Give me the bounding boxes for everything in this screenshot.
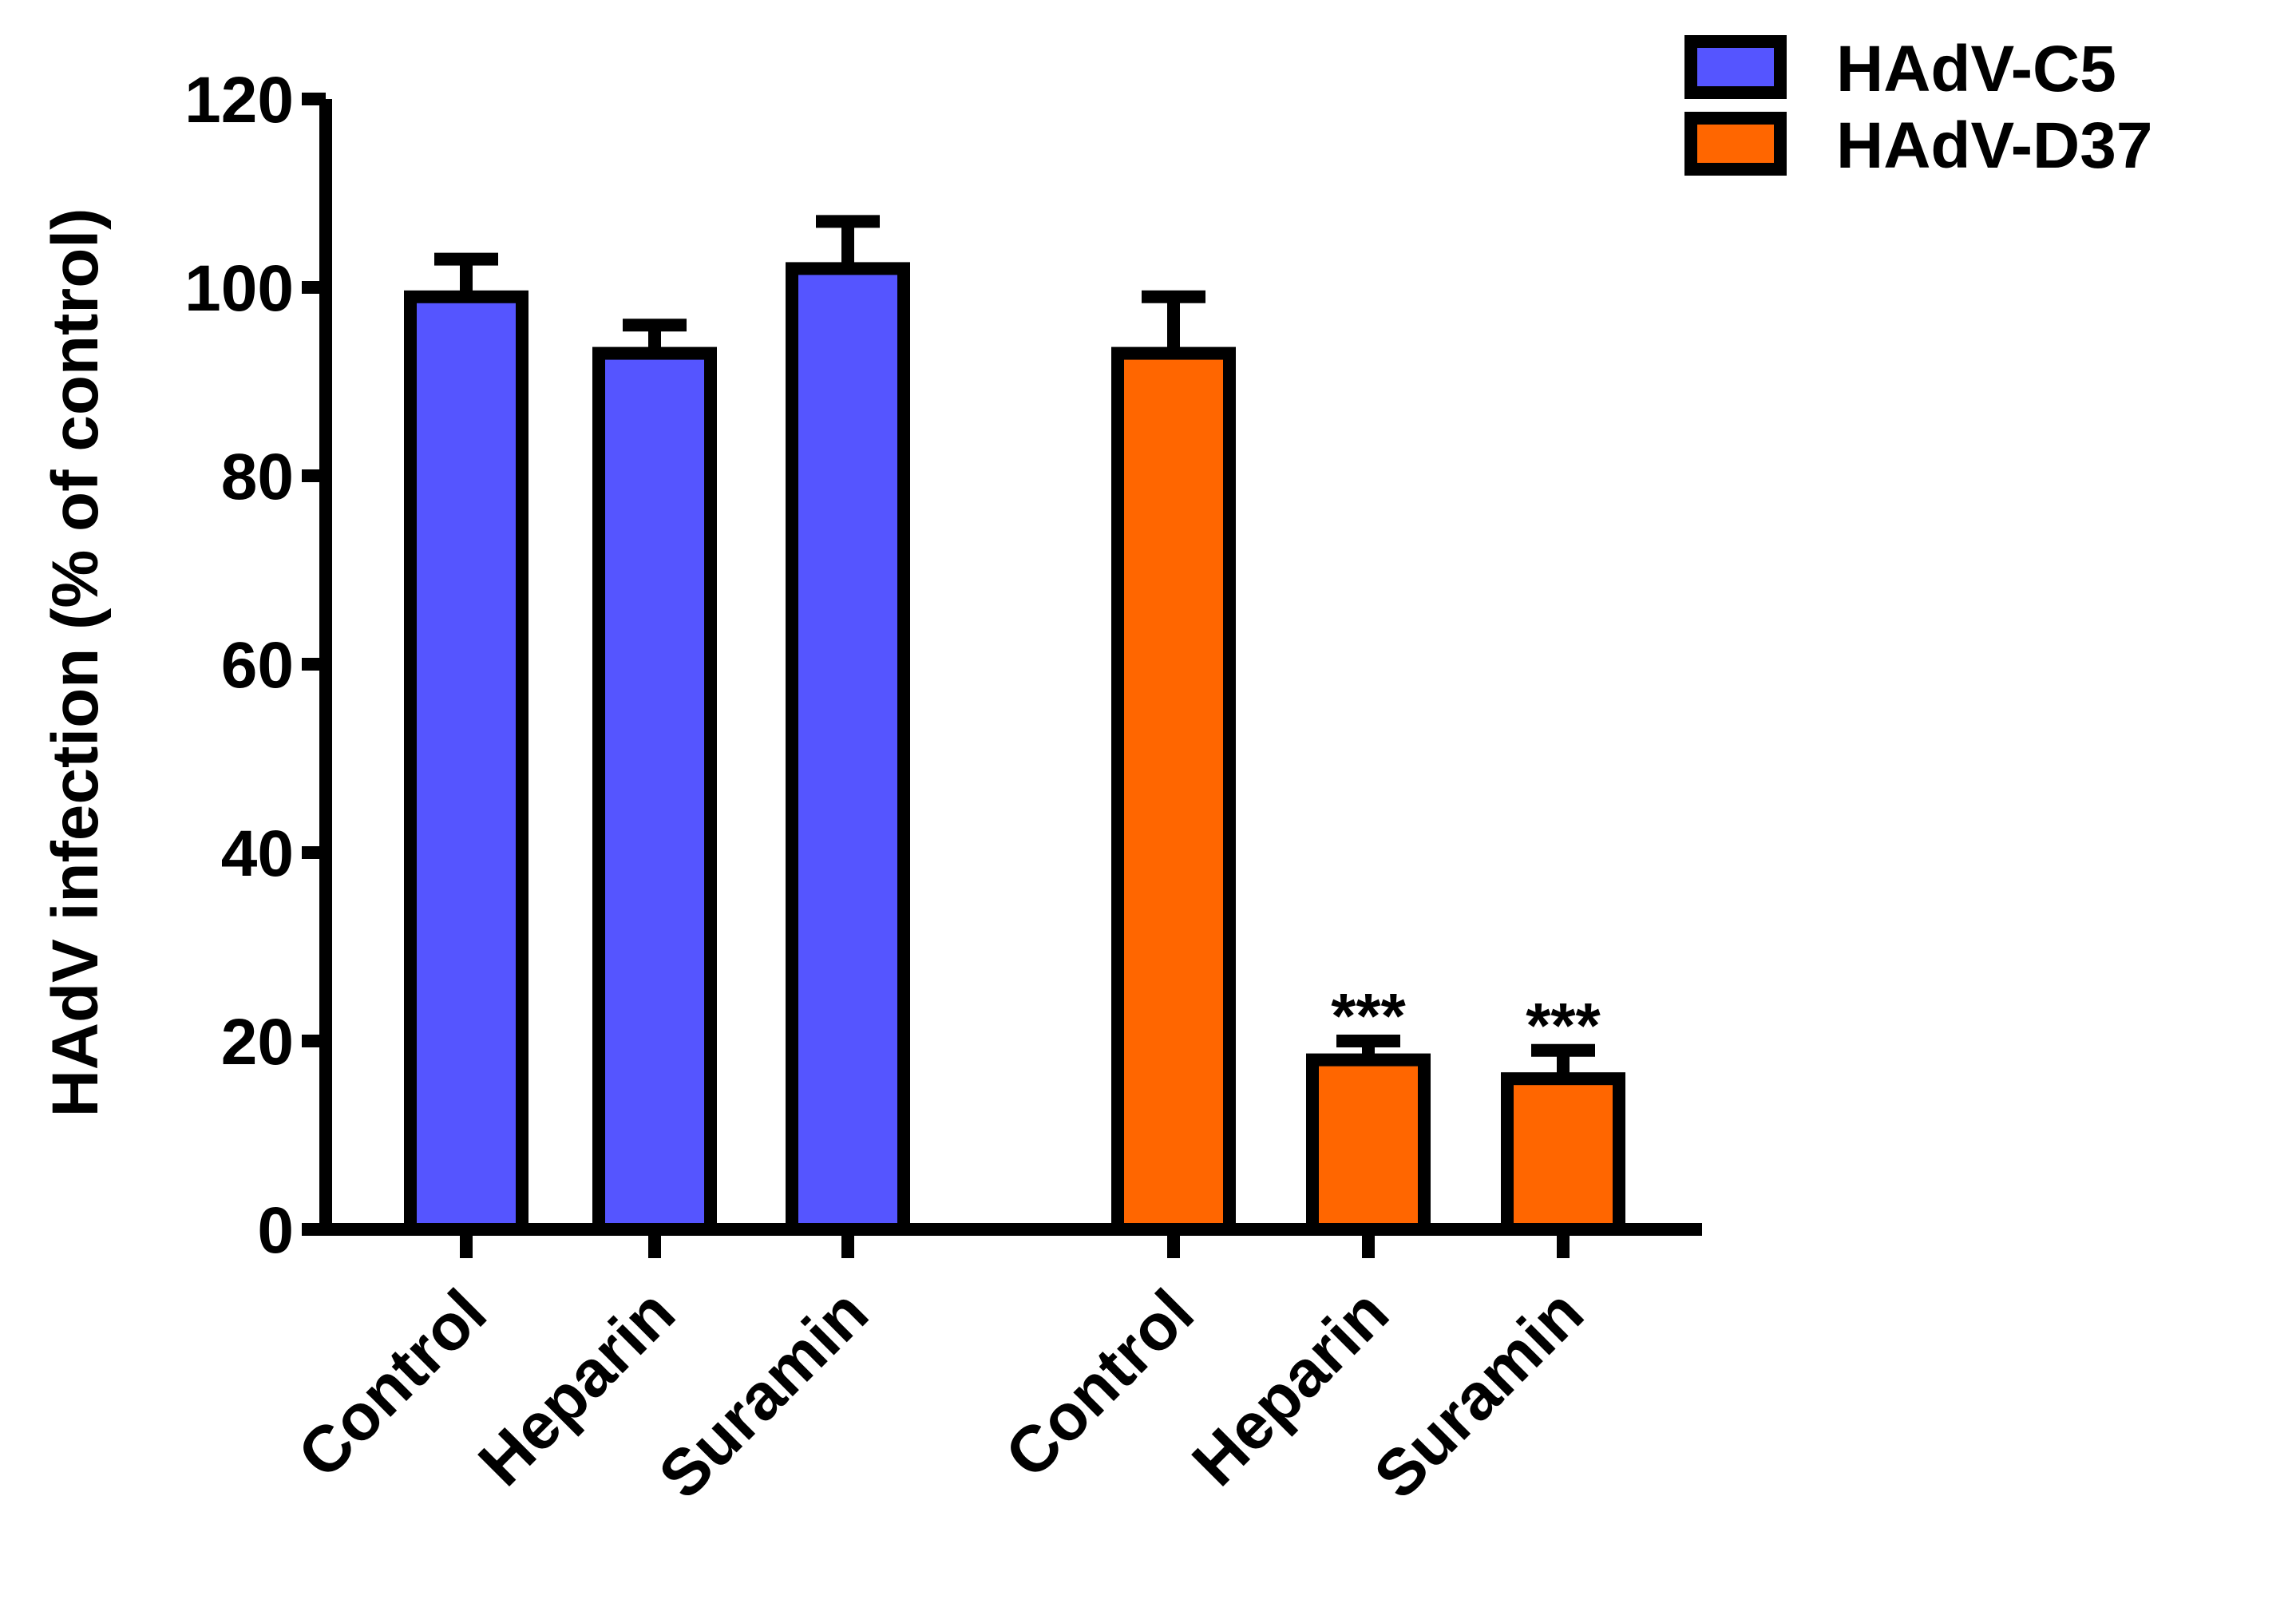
bar: [404, 290, 528, 1236]
category-label: Control: [992, 1276, 1207, 1491]
category-label: Suramin: [1360, 1276, 1597, 1512]
y-axis-title: HAdV infection (% of control): [39, 208, 112, 1118]
bar: [786, 262, 910, 1236]
bar: [1111, 346, 1236, 1237]
y-tick-label: 120: [184, 64, 294, 137]
category-label: Suramin: [645, 1276, 881, 1512]
legend-label: HAdV-C5: [1836, 33, 2116, 105]
bar: [1306, 1053, 1431, 1236]
y-tick-label: 40: [221, 817, 294, 890]
legend-swatch: [1684, 112, 1787, 176]
y-ticks: 0 20 40 60 80 100 120: [184, 64, 326, 1267]
y-tick-label: 20: [221, 1006, 294, 1079]
bar: [592, 346, 717, 1237]
y-tick-label: 60: [221, 629, 294, 702]
legend-label: HAdV-D37: [1836, 109, 2152, 182]
significance-label: ***: [1526, 990, 1601, 1061]
y-tick-label: 80: [221, 441, 294, 513]
legend-swatch: [1684, 35, 1787, 99]
bar: [1501, 1072, 1625, 1236]
category-label: Control: [284, 1276, 500, 1491]
bars-layer: *** ***: [404, 215, 1625, 1237]
y-tick-label: 0: [257, 1194, 294, 1267]
y-tick-label: 100: [184, 252, 294, 325]
significance-label: ***: [1331, 980, 1406, 1051]
